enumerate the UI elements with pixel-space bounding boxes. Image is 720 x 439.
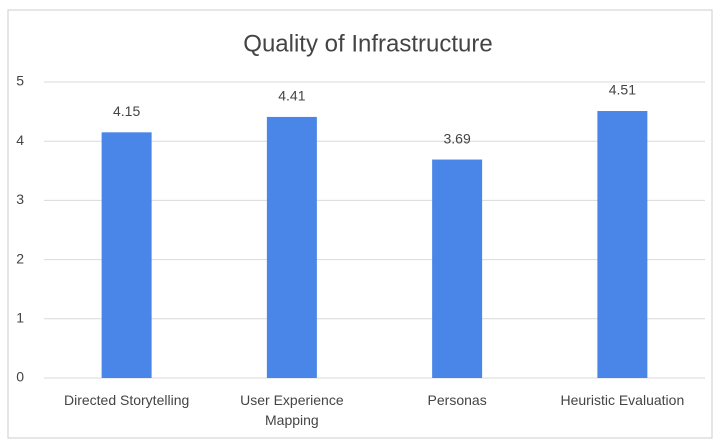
bar — [597, 111, 648, 379]
data-label: 4.41 — [278, 88, 305, 104]
y-tick-label: 3 — [16, 191, 24, 207]
y-tick-label: 2 — [16, 250, 24, 266]
y-tick-label: 4 — [16, 132, 24, 148]
y-tick-label: 5 — [16, 73, 24, 89]
bar — [266, 116, 317, 378]
data-label: 4.51 — [609, 82, 636, 98]
data-label: 3.69 — [444, 130, 471, 146]
bar — [432, 159, 483, 378]
y-tick-label: 1 — [16, 310, 24, 326]
bar — [101, 132, 152, 378]
data-label: 4.15 — [113, 103, 140, 119]
x-tick-label: Heuristic Evaluation — [560, 392, 685, 408]
x-tick-label: User Experience Mapping — [240, 392, 344, 428]
x-tick-label: Personas — [427, 392, 487, 408]
y-tick-label: 0 — [16, 369, 24, 385]
chart-title: Quality of Infrastructure — [243, 30, 492, 57]
x-tick-label: Directed Storytelling — [63, 392, 190, 408]
